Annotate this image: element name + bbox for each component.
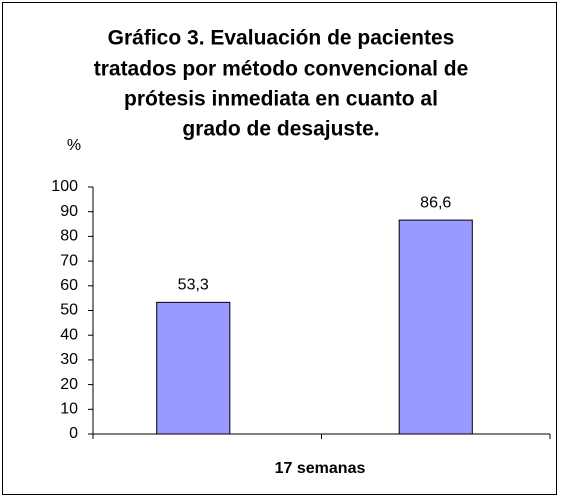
bar	[398, 219, 473, 435]
y-axis-label: %	[67, 137, 81, 154]
y-tick-label: 30	[60, 351, 78, 368]
y-tick-label: 90	[60, 203, 78, 220]
y-tick-label: 70	[60, 252, 78, 269]
y-tick-label: 20	[60, 376, 78, 393]
y-tick-label: 50	[60, 302, 78, 319]
chart-title: grado de desajuste.	[182, 118, 379, 141]
x-axis-label: 17 semanas	[275, 460, 366, 477]
y-tick-label: 60	[60, 277, 78, 294]
y-tick-label: 0	[69, 425, 78, 442]
chart-title: prótesis inmediata en cuanto al	[124, 88, 438, 111]
value-label: 86,6	[420, 194, 451, 211]
chart-title: tratados por método convencional de	[94, 58, 469, 81]
y-tick-label: 80	[60, 228, 78, 245]
value-label: 53,3	[178, 277, 209, 294]
y-tick-label: 100	[51, 178, 78, 195]
y-tick-label: 10	[60, 401, 78, 418]
bar	[156, 301, 231, 435]
y-tick-label: 40	[60, 326, 78, 343]
chart-title: Gráfico 3. Evaluación de pacientes	[108, 27, 455, 50]
